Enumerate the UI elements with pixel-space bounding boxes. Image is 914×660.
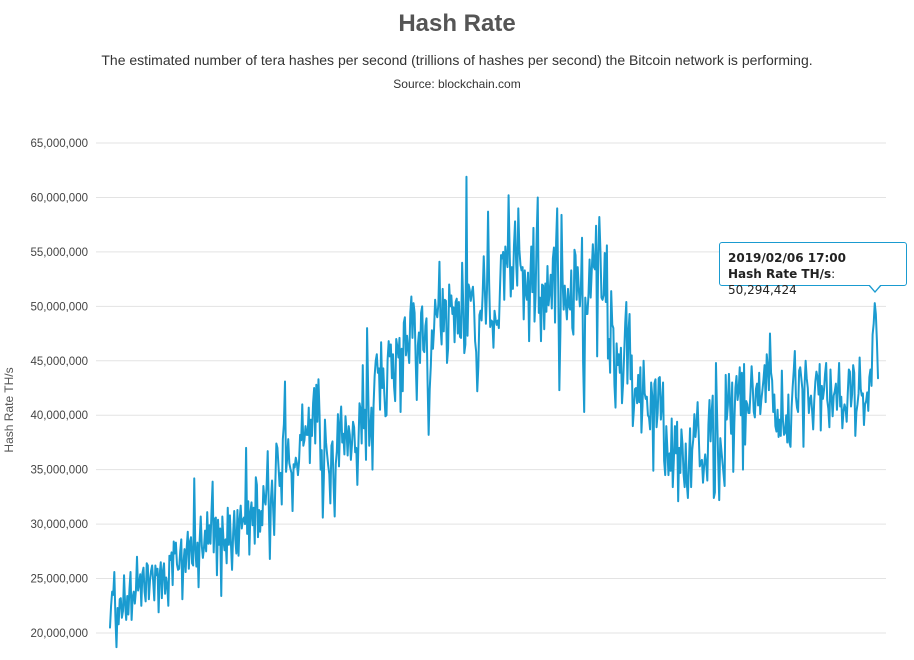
y-tick-label: 20,000,000	[30, 628, 88, 640]
y-tick-label: 30,000,000	[30, 519, 88, 531]
series-group	[109, 175, 879, 649]
y-tick-label: 25,000,000	[30, 574, 88, 586]
chart-source: Source: blockchain.com	[393, 77, 521, 91]
y-tick-label: 45,000,000	[30, 356, 88, 368]
tooltip-pointer	[868, 284, 882, 293]
tooltip-series-label: Hash Rate TH/s	[728, 267, 832, 281]
data-tooltip: 2019/02/06 17:00 Hash Rate TH/s: 50,294,…	[719, 242, 907, 297]
y-tick-label: 60,000,000	[30, 192, 88, 204]
tooltip-date: 2019/02/06 17:00	[728, 251, 846, 265]
y-tick-label: 55,000,000	[30, 247, 88, 259]
tooltip-value: 50,294,424	[728, 283, 797, 297]
chart-title: Hash Rate	[398, 10, 516, 37]
y-tick-label: 65,000,000	[30, 138, 88, 150]
y-tick-label: 35,000,000	[30, 465, 88, 477]
chart-subtitle: The estimated number of tera hashes per …	[101, 52, 813, 68]
grid-lines	[96, 142, 886, 634]
y-tick-label: 40,000,000	[30, 410, 88, 422]
y-axis-title: Hash Rate TH/s	[2, 367, 16, 452]
hash-rate-series-line	[109, 175, 879, 649]
y-axis-tick-labels: 20,000,000 25,000,000 30,000,000 35,000,000…	[30, 138, 88, 640]
y-tick-label: 50,000,000	[30, 301, 88, 313]
